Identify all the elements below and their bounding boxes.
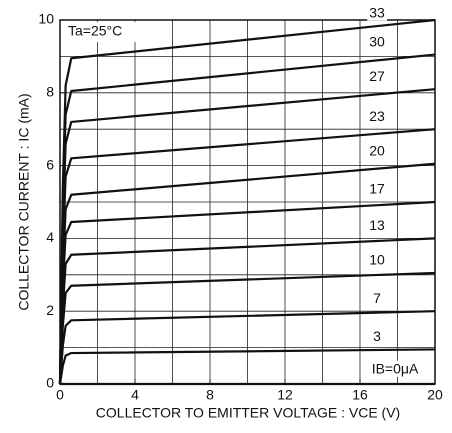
curve — [58, 18, 436, 385]
x-tick-label: 20 — [427, 387, 443, 403]
series-label: 10 — [369, 252, 385, 268]
series-label-bg — [367, 107, 387, 124]
annotation-bg — [64, 22, 142, 42]
x-tick-label: 0 — [56, 387, 64, 403]
x-tick-label: 12 — [277, 387, 293, 403]
x-tick-label: 8 — [206, 387, 214, 403]
series-label: 30 — [369, 33, 385, 49]
series-label: 33 — [369, 5, 385, 21]
y-tick-label: 6 — [46, 156, 54, 172]
series-label-bg — [371, 328, 384, 345]
series-label: 17 — [369, 181, 385, 197]
annotation: Ta=25°C — [68, 23, 122, 39]
y-tick-label: 8 — [46, 84, 54, 100]
series-label: IB=0μA — [372, 361, 419, 377]
x-axis-title: COLLECTOR TO EMITTER VOLTAGE : VCE (V) — [96, 405, 400, 421]
series-label: 27 — [369, 68, 385, 84]
y-tick-label: 0 — [46, 375, 54, 391]
y-tick-label: 10 — [38, 11, 54, 27]
y-tick-label: 2 — [46, 302, 54, 318]
series-label: 13 — [369, 217, 385, 233]
series-label: 20 — [369, 142, 385, 158]
series-label-bg — [367, 217, 387, 234]
series-label-bg — [367, 251, 387, 268]
y-axis-title: COLLECTOR CURRENT : IC (mA) — [16, 93, 32, 310]
series-label-bg — [367, 67, 387, 84]
series-label-bg — [367, 142, 387, 159]
series-label-bg — [367, 4, 387, 21]
series-label-bg — [369, 360, 421, 377]
series-label: 23 — [369, 108, 385, 124]
y-tick-label: 4 — [46, 229, 54, 245]
x-tick-label: 4 — [131, 387, 139, 403]
series-label: 3 — [373, 328, 381, 344]
series-label-bg — [367, 180, 387, 197]
series-label-bg — [371, 289, 384, 306]
series-label-bg — [367, 33, 387, 50]
x-tick-label: 16 — [352, 387, 368, 403]
series-label: 7 — [373, 290, 381, 306]
